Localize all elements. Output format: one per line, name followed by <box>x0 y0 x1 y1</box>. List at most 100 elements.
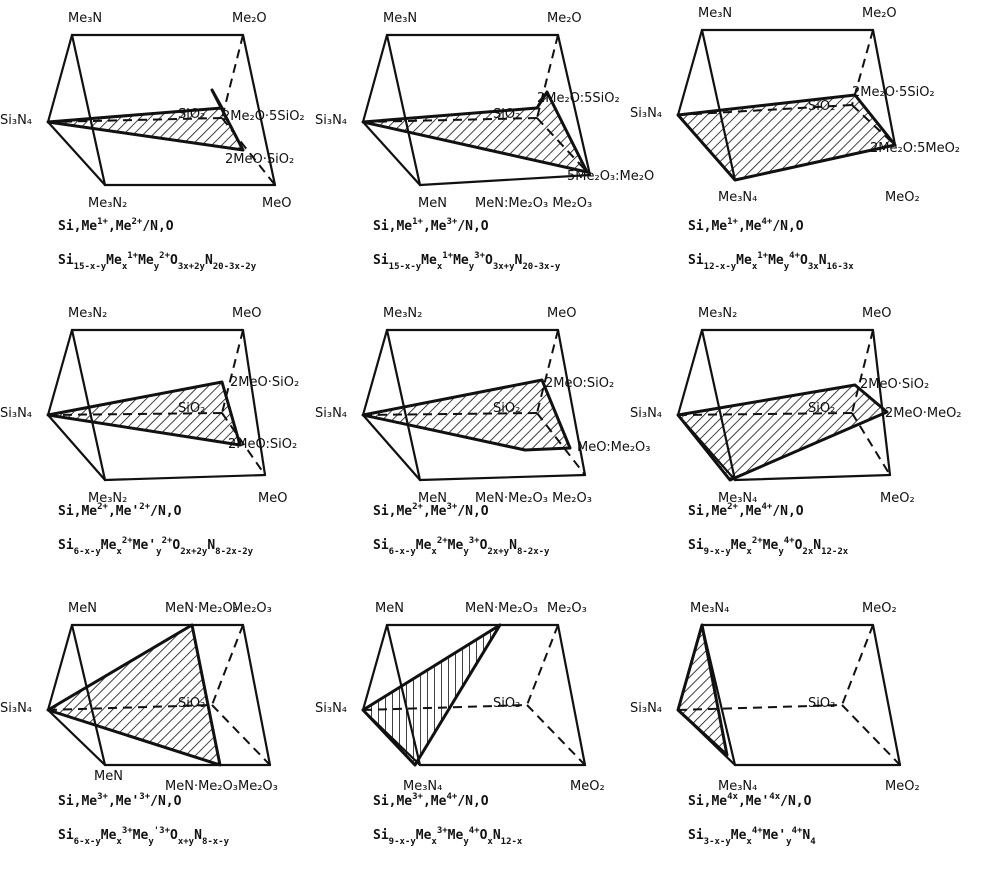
vertex-label-c: Me₃N₂ <box>88 196 127 211</box>
vertex-label-c: Me₃N₄ <box>403 779 442 794</box>
vertex-label-s: SiO₂ <box>808 401 835 416</box>
vertex-label-e: MeO₂ <box>570 779 605 794</box>
system-caption: Si,Me2+,Me'2+/N,O <box>58 502 182 519</box>
system-caption: Si,Me3+,Me'3+/N,O <box>58 792 182 809</box>
prism-edge <box>46 328 74 417</box>
vertex-label-d: Me₂O₃ <box>547 601 587 616</box>
prism-edge <box>361 120 422 187</box>
vertex-label-b: Me₃N₄ <box>690 601 729 616</box>
prism-edge <box>361 33 389 124</box>
formula-caption: Si9-x-yMex3+Mey4+OxN12-x <box>373 826 523 847</box>
hidden-edge <box>362 704 528 711</box>
formula-caption: Si6-x-yMex2+Me'y2+O2x+2yN8-2x-2y <box>58 536 254 557</box>
prism-edge <box>733 473 892 482</box>
vertex-label-b: Me₃N₂ <box>698 306 737 321</box>
prism-edge <box>361 328 389 417</box>
prism-edge <box>385 33 422 187</box>
compatibility-plane <box>361 623 502 767</box>
formula-caption: Si9-x-yMex2+Mey4+O2xN12-2x <box>688 536 849 557</box>
prism-edge <box>556 33 592 177</box>
prism-edge <box>46 120 107 187</box>
vertex-label-a: Si₃N₄ <box>630 106 662 121</box>
compatibility-plane <box>676 383 889 482</box>
vertex-label-s: SiO₂ <box>493 107 520 122</box>
vertex-label-e: MeO <box>262 196 291 211</box>
prism-edge <box>676 413 737 482</box>
system-caption: Si,Me1+,Me3+/N,O <box>373 217 489 234</box>
vertex-label-s: SiO₂ <box>493 696 520 711</box>
prism-edge <box>733 143 897 182</box>
formula-caption: Si15-x-yMex1+Mey3+O3x+yN20-3x-y <box>373 251 561 272</box>
vertex-label-d: Me₂O₃ <box>232 601 272 616</box>
formula-caption: Si6-x-yMex3+Mey'3+Ox+yN8-x-y <box>58 826 230 847</box>
compatibility-plane <box>676 93 897 182</box>
phase-prism-7: Si₃N₄ MeN MeN Me₂O₃ Me₂O₃ SiO₂ MeN·Me₂O₃ MeN·Me… <box>0 601 278 847</box>
vertex-label-e: MeN·Me₂O₃ Me₂O₃ <box>475 491 592 506</box>
vertex-label-a: Si₃N₄ <box>0 113 32 128</box>
phase-prism-4: Si₃N₄ Me₃N₂ Me₃N₂ MeO MeO SiO₂ 2MeO·SiO₂ 2MeO:S… <box>0 306 299 557</box>
prism-edge <box>676 328 704 417</box>
prism-edge <box>418 173 592 187</box>
hidden-edge <box>851 29 874 106</box>
hidden-edge <box>851 412 891 476</box>
vertex-label-p1: 2MeO·SiO₂ <box>230 375 299 390</box>
phase-prism-2: Si₃N₄ Me₃N MeN Me₂O MeN:Me₂O₃ Me₂O₃ SiO₂ 2Me₂O… <box>315 11 654 272</box>
hidden-edge <box>851 104 896 146</box>
system-caption: Si,Me3+,Me4+/N,O <box>373 792 489 809</box>
prism-edge <box>385 328 422 482</box>
system-caption: Si,Me1+,Me2+/N,O <box>58 217 174 234</box>
prism-edge <box>700 328 737 482</box>
hidden-edge <box>526 624 559 706</box>
prism-edge <box>46 623 74 712</box>
prism-edge <box>70 328 107 482</box>
vertex-label-c: Me₃N₂ <box>88 491 127 506</box>
vertex-label-e: Me₂O₃ <box>238 779 278 794</box>
phase-prism-6: Si₃N₄ Me₃N₂ Me₃N₄ MeO MeO₂ SiO₂ 2MeO·SiO₂ 2MeO·… <box>630 306 962 557</box>
vertex-label-c: Me₃N₄ <box>718 491 757 506</box>
vertex-label-c: MeN <box>418 491 447 506</box>
vertex-label-p1: 2Me₂O:5SiO₂ <box>537 91 620 106</box>
prism-edge <box>46 33 74 124</box>
compatibility-plane <box>361 378 572 452</box>
hidden-edge <box>841 704 901 766</box>
panels-layer: Si₃N₄ Me₃N Me₃N₂ Me₂O MeO SiO₂ 2Me₂O·5SiO₂ 2MeO… <box>0 6 962 847</box>
vertex-label-e: MeO <box>258 491 287 506</box>
prism-edge <box>70 33 107 187</box>
vertex-label-s: SiO₂ <box>178 401 205 416</box>
vertex-label-p1: 2Me₂O·5SiO₂ <box>852 85 935 100</box>
vertex-label-s: SiO₂ <box>808 696 835 711</box>
vertex-label-b: Me₃N <box>698 6 732 21</box>
vertex-label-b: Me₃N <box>383 11 417 26</box>
vertex-label-p2: 5Me₂O₃:Me₂O <box>567 169 654 184</box>
vertex-label-p1: MeN·Me₂O₃ <box>165 601 238 616</box>
vertex-label-s: SiO₂ <box>178 696 205 711</box>
system-caption: Si,Me1+,Me4+/N,O <box>688 217 804 234</box>
prism-edge <box>871 328 892 477</box>
prism-edge <box>676 708 737 767</box>
vertex-label-e: MeO₂ <box>880 491 915 506</box>
prism-edge <box>418 473 587 482</box>
system-caption: Si,Me2+,Me4+/N,O <box>688 502 804 519</box>
vertex-label-b: Me₃N <box>68 11 102 26</box>
hidden-edge <box>526 704 586 766</box>
prism-edge <box>361 623 389 712</box>
vertex-label-d: MeO <box>547 306 576 321</box>
prism-edge <box>241 33 277 187</box>
hidden-edge <box>536 117 591 176</box>
vertex-label-s: SiO₂ <box>808 99 835 114</box>
prism-edge <box>46 708 107 767</box>
prism-edge <box>676 623 704 712</box>
prism-edge <box>556 623 587 767</box>
prism-edge <box>871 28 897 147</box>
vertex-label-s: SiO₂ <box>493 401 520 416</box>
vertex-label-c: MeN <box>418 196 447 211</box>
prism-edge <box>361 708 422 767</box>
prism-edge <box>46 413 107 482</box>
prism-edge <box>700 623 737 767</box>
compatibility-plane <box>676 623 729 757</box>
vertex-label-a: Si₃N₄ <box>630 406 662 421</box>
vertex-label-a: Si₃N₄ <box>315 701 347 716</box>
formula-caption: Si6-x-yMex2+Mey3+O2x+yN8-2x-y <box>373 536 550 557</box>
prism-edge <box>556 328 587 477</box>
